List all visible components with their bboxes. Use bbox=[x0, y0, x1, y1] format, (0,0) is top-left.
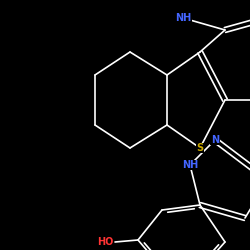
Text: NH: NH bbox=[182, 160, 198, 170]
Text: NH: NH bbox=[175, 13, 191, 23]
Text: HO: HO bbox=[97, 237, 113, 247]
Text: N: N bbox=[211, 135, 219, 145]
Text: S: S bbox=[196, 143, 203, 153]
